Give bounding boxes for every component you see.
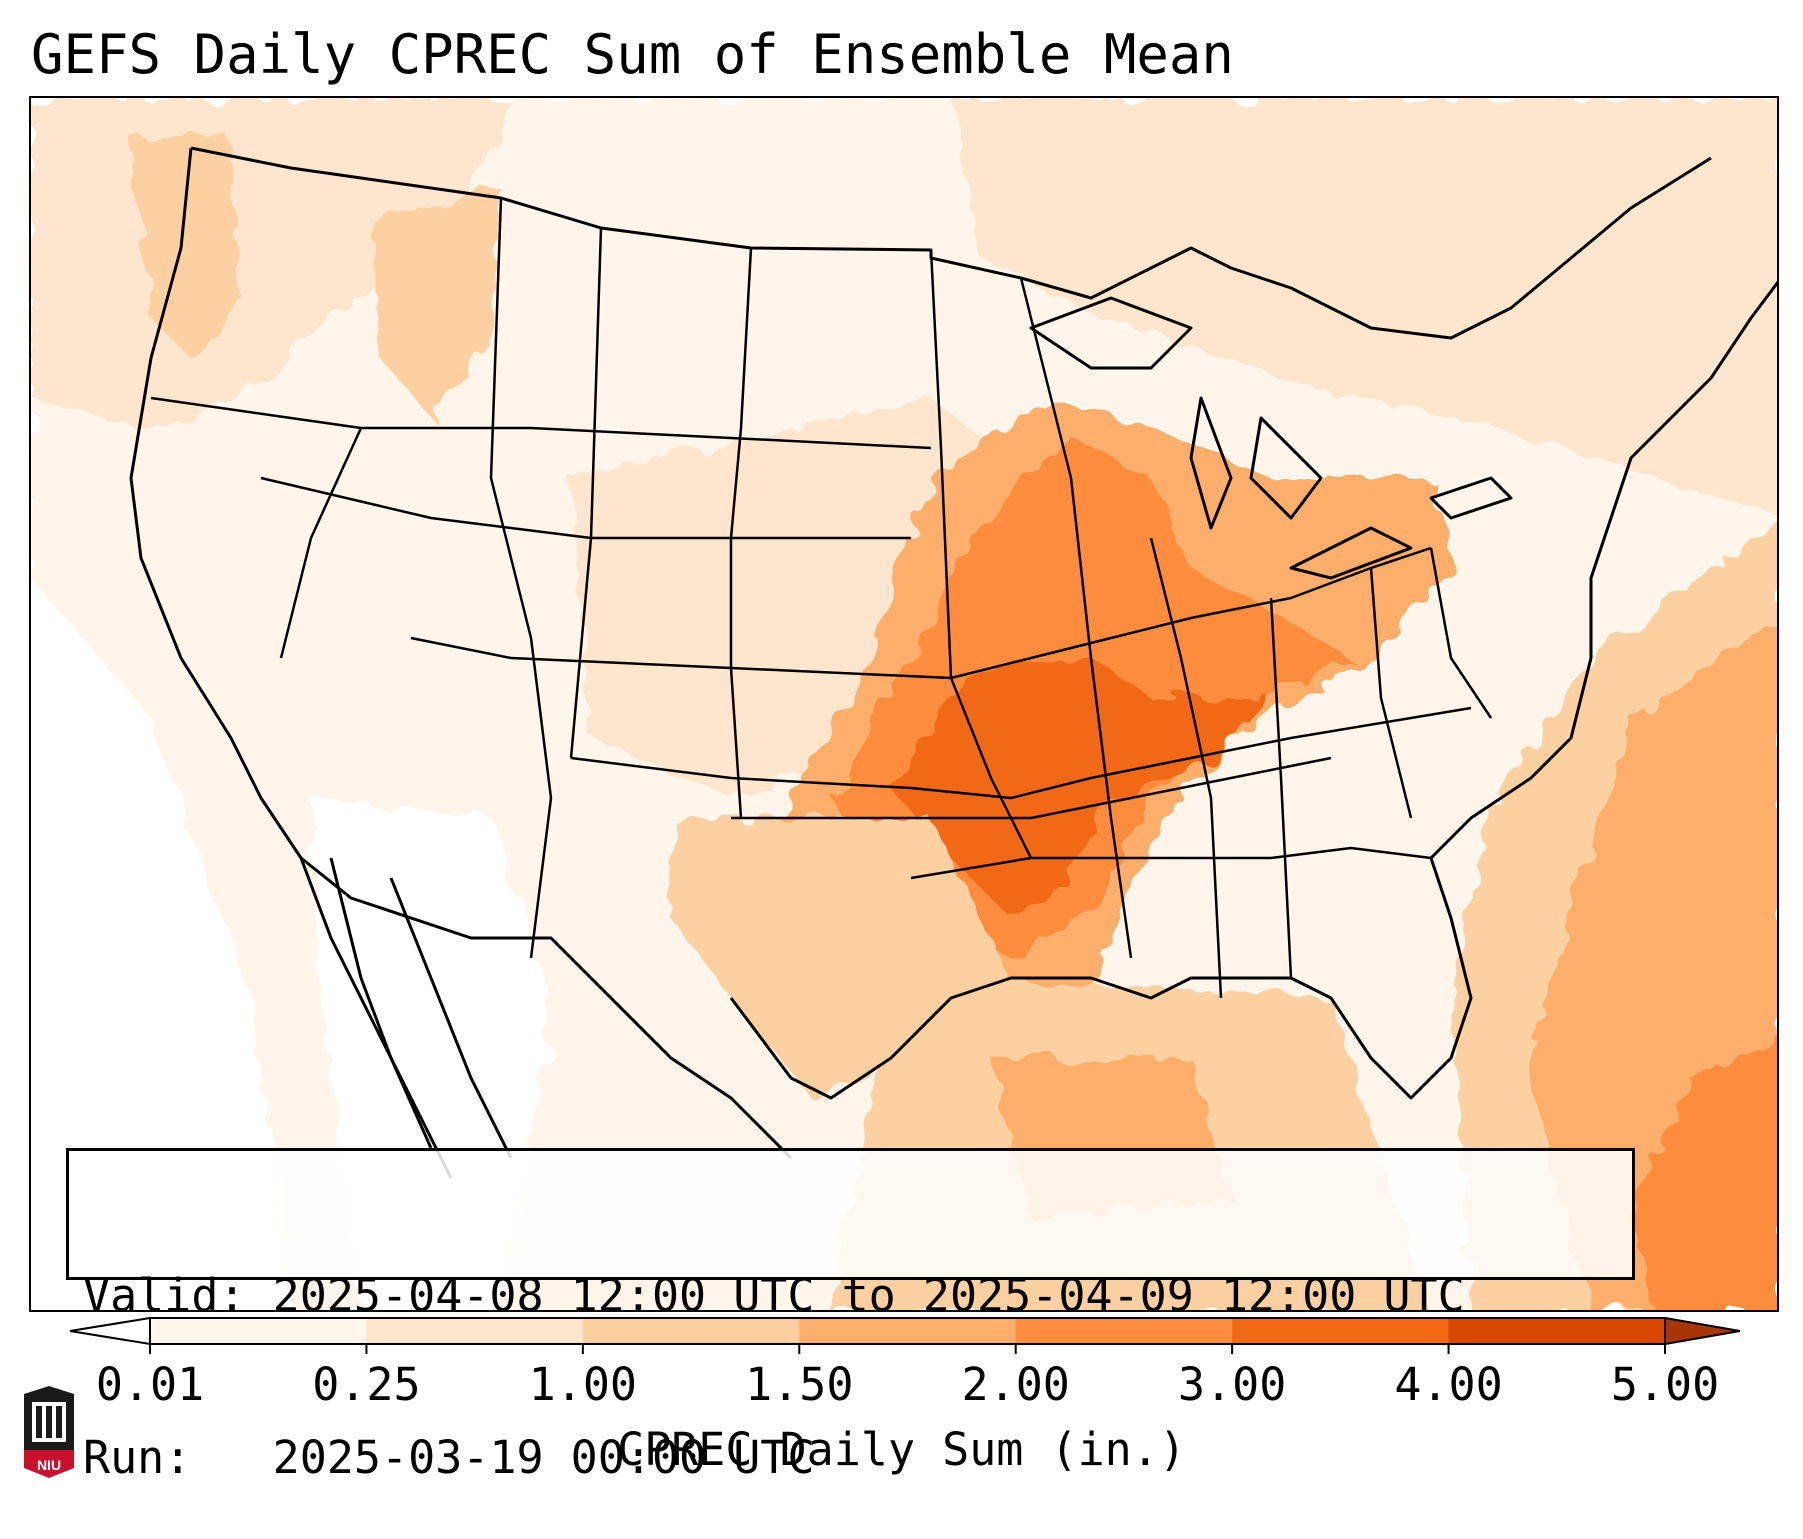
colorbar-segment [1015,1318,1233,1344]
baja-coast [329,857,513,1159]
colorbar-extend-low [69,1316,151,1346]
state-lines [150,197,1493,999]
colorbar-tick-label: 3.00 [1177,1358,1287,1411]
colorbar-segment [799,1318,1017,1344]
west-coast [129,147,453,1179]
colorbar-extend-high [1664,1316,1741,1346]
precip-idaho [371,188,501,418]
map-frame [29,96,1779,1312]
page-title: GEFS Daily CPREC Sum of Ensemble Mean [31,23,1234,86]
colorbar-tick-label: 1.00 [528,1358,638,1411]
colorbar-segment [1232,1318,1450,1344]
colorbar [69,1316,1741,1354]
colorbar-outline [149,1317,1666,1345]
colorbar-ticks [149,1344,1666,1354]
colorbar-tick-label: 0.25 [312,1358,421,1411]
niu-tower-logo: NIU [24,1386,74,1478]
precip-atlantic-peak [1631,1039,1777,1310]
valid-run-info-box: Valid: 2025-04-08 12:00 UTC to 2025-04-0… [66,1148,1635,1484]
run-time-text: Run: 2025-03-19 00:00 UTC [83,1431,815,1484]
precip-pacific [31,578,291,1310]
precip-map [31,98,1777,1310]
precip-band-3 [891,658,1271,918]
colorbar-tick-label: 5.00 [1610,1358,1720,1411]
gulf-coast [729,857,1473,1100]
us-mexico-border [300,856,793,1160]
colorbar-tick-label: 2.00 [961,1358,1070,1411]
colorbar-segment [582,1318,800,1344]
niu-logo-text: NIU [37,1457,61,1473]
colorbar-segment [1448,1318,1666,1344]
precip-field [31,98,1777,1310]
colorbar-label: CPREC Daily Sum (in.) [617,1423,1186,1476]
precip-canada [951,98,1777,517]
colorbar-tick-label: 4.00 [1394,1358,1503,1411]
colorbar-tick-label: 1.50 [745,1358,854,1411]
great-lakes [1029,296,1513,580]
map-boundaries [129,146,1777,1179]
colorbar-segment [150,1318,367,1344]
east-coast [1429,280,1777,860]
colorbar-tick-label: 0.01 [95,1358,205,1411]
precip-pnw-core [131,138,241,358]
colorbar-segments [69,1316,1741,1346]
valid-time-text: Valid: 2025-04-08 12:00 UTC to 2025-04-0… [83,1269,1465,1322]
colorbar-segment [366,1318,584,1344]
